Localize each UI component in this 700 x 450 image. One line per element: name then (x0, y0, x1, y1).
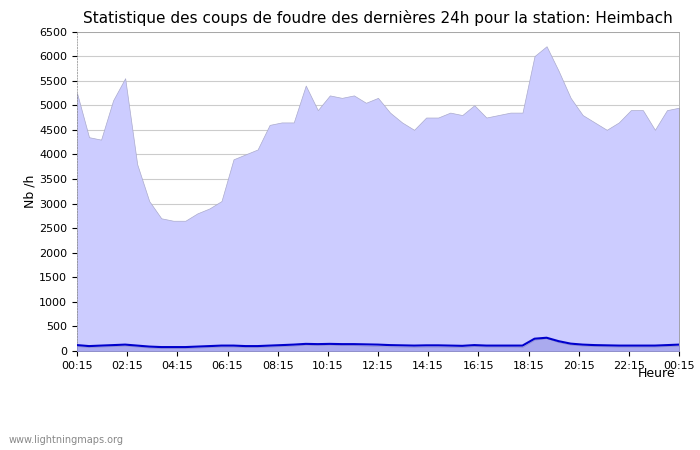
Title: Statistique des coups de foudre des dernières 24h pour la station: Heimbach: Statistique des coups de foudre des dern… (83, 10, 673, 26)
Text: Heure: Heure (638, 367, 676, 380)
Text: www.lightningmaps.org: www.lightningmaps.org (8, 435, 123, 445)
Y-axis label: Nb /h: Nb /h (23, 175, 36, 208)
